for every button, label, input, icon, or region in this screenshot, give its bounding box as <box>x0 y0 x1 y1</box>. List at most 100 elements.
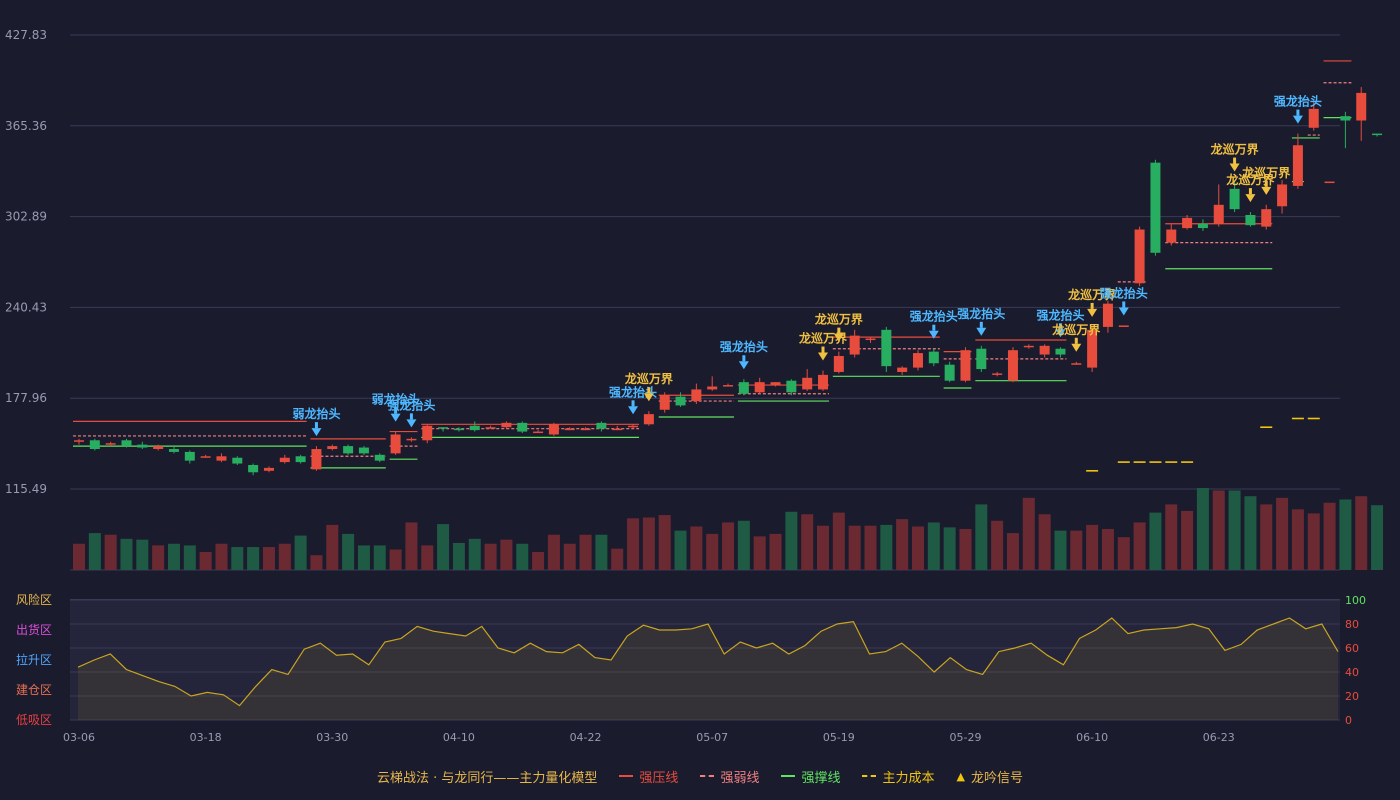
signal-arrow-stem <box>647 387 651 394</box>
volume-bar <box>642 517 655 570</box>
osc-tick-label: 20 <box>1345 690 1359 703</box>
signal-label: 龙巡万界 <box>625 371 673 386</box>
legend-item-signal[interactable]: ▲ 龙吟信号 <box>956 767 1022 786</box>
signal-label: 弱龙抬头 <box>292 406 340 421</box>
candle-body <box>1071 363 1082 365</box>
volume-bar <box>310 555 323 570</box>
volume-bar <box>801 514 814 570</box>
signal-label: 弱龙抬头 <box>372 392 420 407</box>
candle-body <box>960 350 971 381</box>
zone-label: 出货区 <box>16 622 52 637</box>
x-tick-label: 04-10 <box>443 731 475 744</box>
volume-bar <box>357 545 370 570</box>
volume-bar <box>1070 530 1083 570</box>
candle-body <box>738 382 749 394</box>
signal-label: 强龙抬头 <box>1036 307 1084 322</box>
volume-bar <box>1054 530 1067 570</box>
candle-body <box>311 449 322 470</box>
signal-label: 强龙抬头 <box>720 339 768 354</box>
candle-body <box>1356 92 1367 121</box>
signal-arrow-icon <box>390 413 401 422</box>
signal-arrow-icon <box>628 406 639 415</box>
x-tick-label: 06-23 <box>1203 731 1235 744</box>
candle-body <box>121 440 132 447</box>
legend-item-support[interactable]: 强撑线 <box>781 767 840 786</box>
volume-bar <box>500 539 513 570</box>
legend-item-pressure[interactable]: 强压线 <box>619 767 678 786</box>
candle-body <box>564 428 575 431</box>
candle-body <box>1197 223 1208 229</box>
volume-bar <box>706 533 719 570</box>
volume-bar <box>1101 529 1114 570</box>
legend-label: 龙吟信号 <box>970 770 1023 786</box>
candle-body <box>802 377 813 390</box>
candle-body <box>612 428 623 431</box>
volume-bar <box>1323 502 1336 570</box>
candle-body <box>279 457 290 463</box>
candle-body <box>327 446 338 450</box>
volume-bar <box>595 534 608 570</box>
candle-body <box>849 335 860 355</box>
candle-body <box>1134 229 1145 284</box>
x-tick-label: 05-19 <box>823 731 855 744</box>
candle-body <box>865 338 876 341</box>
y-tick-label: 177.96 <box>5 391 47 405</box>
signal-arrow-stem <box>631 400 635 407</box>
volume-bar <box>136 539 149 570</box>
signal-arrow-stem <box>742 355 746 362</box>
volume-bar <box>737 520 750 570</box>
candle-body <box>200 456 211 458</box>
candle-body <box>422 425 433 441</box>
osc-tick-label: 80 <box>1345 618 1359 631</box>
y-tick-label: 365.36 <box>5 119 47 133</box>
candle-body <box>881 329 892 367</box>
pressure-swatch <box>619 775 634 777</box>
volume-bar <box>516 543 529 570</box>
candle-body <box>675 396 686 406</box>
signal-arrow-icon <box>818 352 829 361</box>
osc-line <box>77 617 1339 707</box>
volume-bar <box>452 542 465 570</box>
y-tick-label: 115.49 <box>5 482 47 496</box>
signal-arrow-stem <box>314 422 318 429</box>
volume-bar <box>484 543 497 570</box>
volume-bar <box>1276 497 1289 570</box>
candle-body <box>897 367 908 372</box>
support-swatch <box>781 775 796 777</box>
volume-bar <box>1086 524 1099 570</box>
candle-body <box>770 382 781 386</box>
x-tick-label: 05-07 <box>696 731 728 744</box>
volume-bar <box>1260 504 1273 570</box>
volume-bar <box>120 538 133 570</box>
candle-body <box>1166 229 1177 243</box>
volume-bar <box>73 543 85 570</box>
volume-bar <box>373 545 386 570</box>
volume-bar <box>1133 522 1146 570</box>
signal-arrow-icon <box>1245 194 1256 203</box>
candle-body <box>992 373 1003 375</box>
signal-arrow-stem <box>1122 301 1126 308</box>
legend-label: 强压线 <box>639 770 679 786</box>
legend-item-weak[interactable]: 强弱线 <box>700 767 759 786</box>
volume-bar <box>911 526 924 570</box>
volume-bar <box>183 545 196 570</box>
signal-arrow-stem <box>1058 323 1062 330</box>
candle-body <box>596 422 607 429</box>
legend-item-cost[interactable]: 主力成本 <box>862 767 934 786</box>
candle-body <box>707 386 718 390</box>
candle-body <box>786 380 797 393</box>
zone-label: 建仓区 <box>16 683 52 697</box>
candle-body <box>184 451 195 461</box>
volume-bar <box>896 519 909 570</box>
volume-bar <box>104 534 117 570</box>
candle-body <box>232 457 243 464</box>
weak-swatch <box>700 775 715 777</box>
volume-bar <box>848 525 861 570</box>
signal-label: 强龙抬头 <box>609 384 657 399</box>
signal-arrow-icon <box>928 330 939 339</box>
volume-bar <box>563 543 576 570</box>
volume-bar <box>1165 504 1178 570</box>
candle-body <box>691 389 702 402</box>
candle-body <box>1007 350 1018 381</box>
